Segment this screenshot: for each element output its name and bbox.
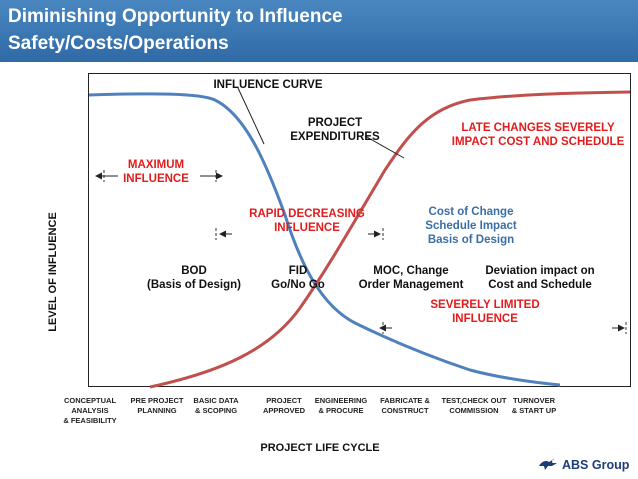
stage-label: CONCEPTUAL ANALYSIS & FEASIBILITY (63, 396, 117, 425)
stage-label: PROJECT APPROVED (262, 396, 306, 415)
logo-text: ABS Group (562, 458, 630, 472)
page-title-line2: Safety/Costs/Operations (8, 33, 229, 54)
late-changes-line1: LATE CHANGES SEVERELY (461, 122, 615, 134)
late-changes-line2: IMPACT COST AND SCHEDULE (451, 136, 625, 148)
influence-curve-label: INFLUENCE CURVE (213, 79, 323, 91)
deviation-line2: Cost and Schedule (488, 279, 592, 291)
bod-line1: BOD (181, 265, 207, 277)
expenditure-pointer-line (364, 135, 405, 159)
moc-line1: MOC, Change (373, 265, 449, 277)
bod-line2: (Basis of Design) (147, 279, 241, 291)
title-band: Diminishing Opportunity to Influence Saf… (0, 0, 638, 62)
fid-line1: FID (288, 265, 308, 277)
severely-limited-line1: SEVERELY LIMITED (430, 299, 540, 311)
expenditures-label: PROJECT EXPENDITURES (290, 116, 379, 144)
max-influence-line1: MAXIMUM (127, 159, 185, 171)
severely-limited-label: SEVERELY LIMITED INFLUENCE (430, 298, 539, 326)
x-axis-label: PROJECT LIFE CYCLE (260, 442, 380, 454)
severely-limited-line2: INFLUENCE (452, 313, 518, 325)
max-influence-label: MAXIMUM INFLUENCE (123, 158, 189, 186)
y-axis-label: LEVEL OF INFLUENCE (47, 212, 59, 332)
diagram-frame (88, 73, 631, 387)
late-changes-label: LATE CHANGES SEVERELY IMPACT COST AND SC… (452, 121, 625, 149)
stage-label: TURNOVER & START UP (511, 396, 557, 415)
moc-label: MOC, Change Order Management (359, 264, 464, 292)
fid-line2: Go/No Go (271, 279, 325, 291)
rapid-decreasing-label: RAPID DECREASING INFLUENCE (249, 207, 365, 235)
expenditures-label-line2: EXPENDITURES (290, 131, 380, 143)
stage-label: ENGINEERING & PROCURE (314, 396, 368, 415)
abs-group-logo: ABS Group (538, 456, 629, 474)
rapid-decreasing-line1: RAPID DECREASING (249, 208, 365, 220)
rapid-decreasing-line2: INFLUENCE (274, 222, 340, 234)
cost-of-change-label: Cost of Change Schedule Impact Basis of … (425, 205, 516, 247)
deviation-line1: Deviation impact on (485, 265, 595, 277)
cost-of-change-line2: Schedule Impact (425, 220, 517, 232)
cost-of-change-line3: Basis of Design (427, 234, 515, 246)
stage-label: PRE PROJECT PLANNING (130, 396, 184, 415)
moc-line2: Order Management (358, 279, 464, 291)
stage-label: FABRICATE & CONSTRUCT (380, 396, 430, 415)
cost-of-change-line1: Cost of Change (428, 206, 514, 218)
influence-pointer-line (237, 87, 265, 145)
deviation-label: Deviation impact on Cost and Schedule (485, 264, 594, 292)
stage-label: BASIC DATA & SCOPING (193, 396, 239, 415)
bod-label: BOD (Basis of Design) (147, 264, 241, 292)
stage-label: TEST,CHECK OUT COMMISSION (441, 396, 507, 415)
expenditure-curve (149, 90, 631, 389)
fid-label: FID Go/No Go (271, 264, 325, 292)
influence-curve (88, 92, 561, 387)
expenditures-label-line1: PROJECT (307, 117, 363, 129)
abs-eagle-icon (539, 459, 557, 470)
page-title-line1: Diminishing Opportunity to Influence (8, 6, 343, 27)
max-influence-line2: INFLUENCE (123, 173, 189, 185)
